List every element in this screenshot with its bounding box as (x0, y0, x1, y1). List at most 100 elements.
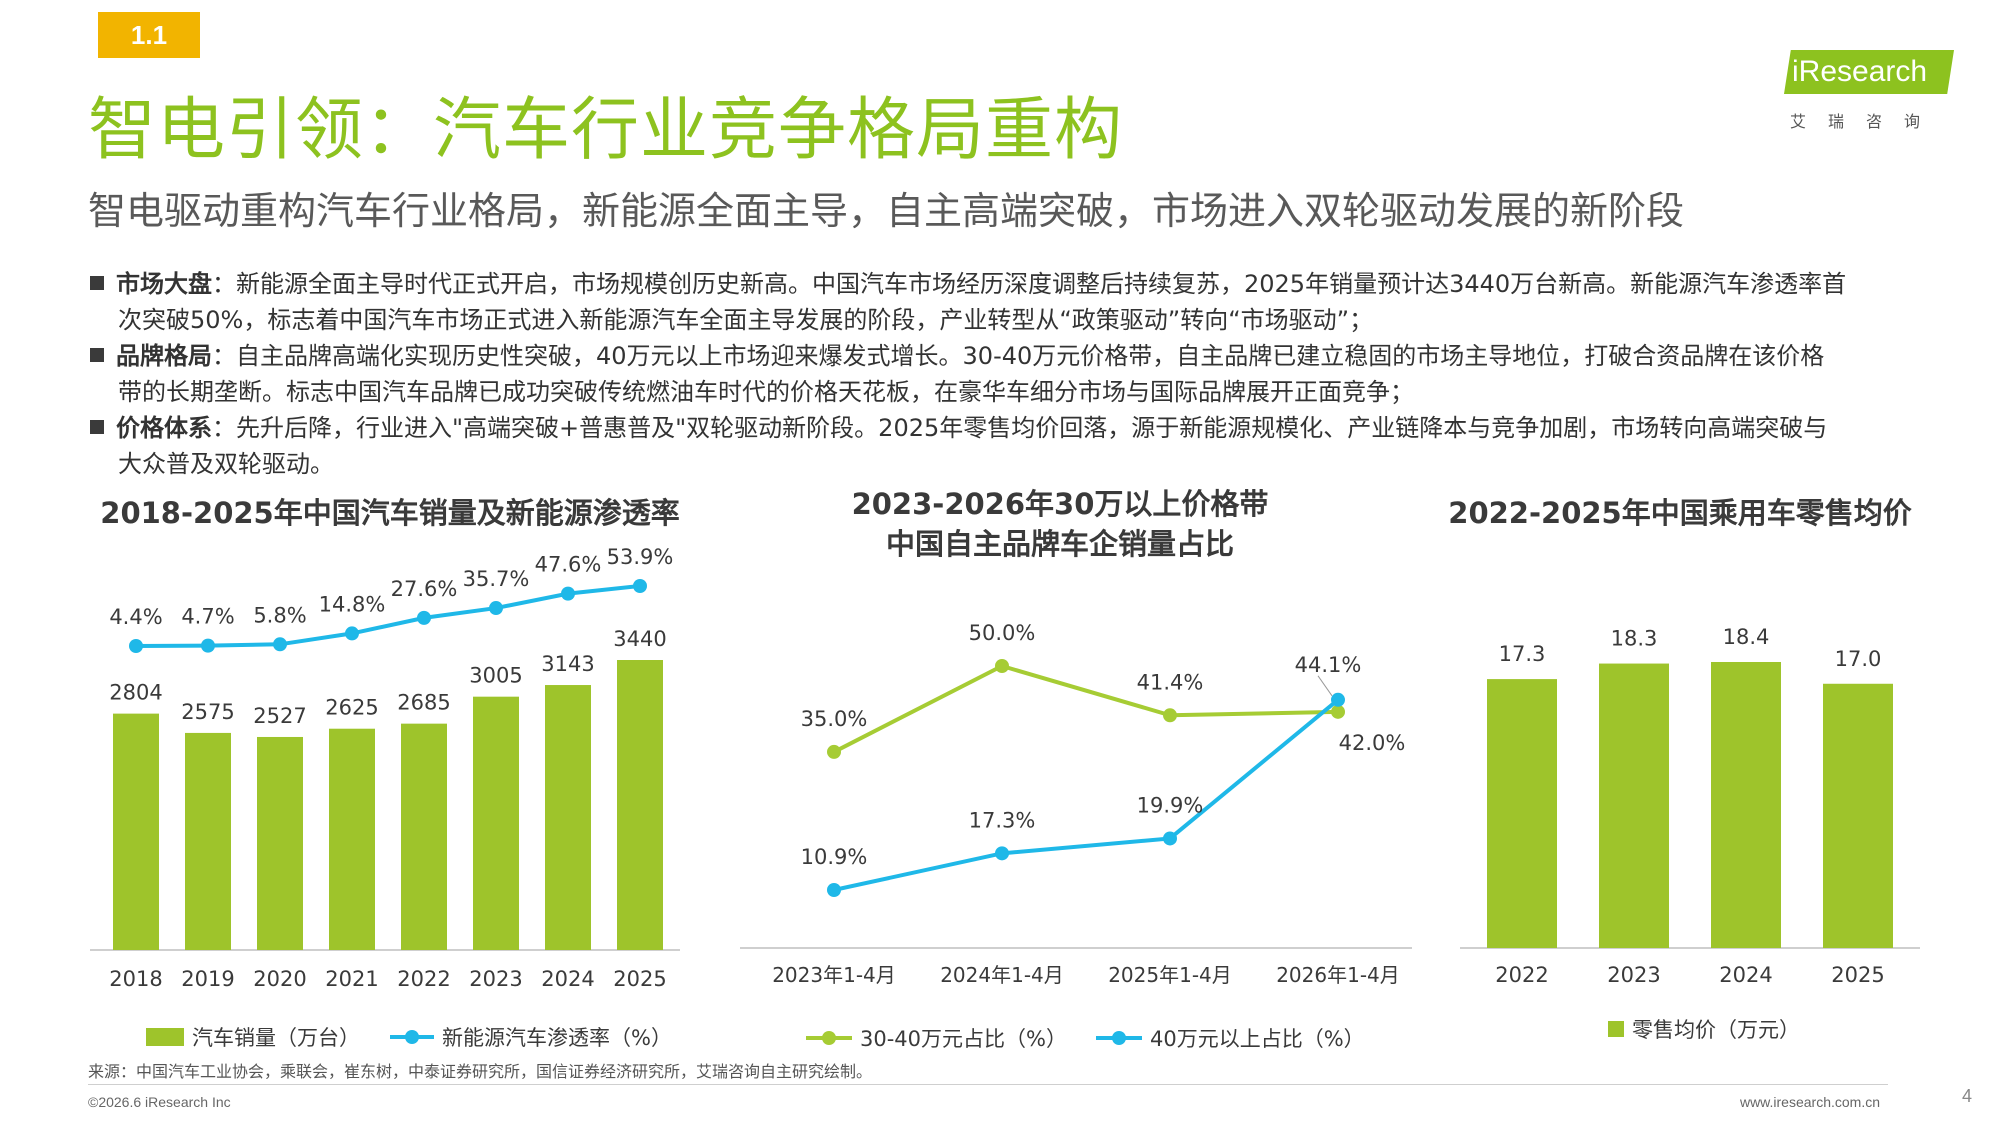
footer-divider (88, 1084, 1888, 1085)
chart1-bar (329, 728, 375, 950)
chart3-title: 2022-2025年中国乘用车零售均价 (1448, 496, 1912, 530)
chart1-line-point (129, 639, 143, 653)
chart2-series-point (827, 883, 841, 897)
chart2-x-tick: 2024年1-4月 (940, 963, 1064, 987)
chart2-label-leader (1317, 675, 1333, 697)
chart2-x-tick: 2025年1-4月 (1108, 963, 1232, 987)
page-number: 4 (1961, 1086, 1972, 1106)
chart1-line-point (633, 579, 647, 593)
chart1-x-tick: 2024 (541, 967, 594, 991)
chart1-bar-label: 2625 (325, 696, 378, 720)
chart1-bar-label: 2685 (397, 691, 450, 715)
chart1-line-label: 5.8% (253, 603, 306, 627)
chart1-line-label: 27.6% (391, 577, 458, 601)
bullet-price: 价格体系：先升后降，行业进入"高端突破+普惠普及"双轮驱动新阶段。2025年零售… (90, 410, 1950, 482)
chart1-bar-label: 2804 (109, 681, 162, 705)
bullet-market: 市场大盘：新能源全面主导时代正式开启，市场规模创历史新高。中国汽车市场经历深度调… (90, 266, 1950, 338)
chart1-bar (185, 732, 231, 950)
chart2-point-label: 44.1% (1295, 653, 1362, 677)
bullet-brand: 品牌格局：自主品牌高端化实现历史性突破，40万元以上市场迎来爆发式增长。30-4… (90, 338, 1950, 410)
chart1-line-point (201, 638, 215, 653)
chart3-bar-label: 17.3 (1499, 642, 1546, 666)
bullet-label: 市场大盘 (116, 270, 212, 298)
chart3-bar-label: 18.4 (1723, 625, 1770, 649)
square-bullet-icon (90, 420, 104, 434)
chart1-line-point (345, 626, 359, 641)
chart1-bar-label: 3440 (613, 627, 666, 651)
chart2-title-line2: 中国自主品牌车企销量占比 (885, 527, 1234, 561)
chart2-legend-label-1: 30-40万元占比（%） (860, 1027, 1067, 1051)
chart1-bar (257, 736, 303, 950)
chart1-bar (473, 696, 519, 950)
chart2-series-point (827, 744, 841, 759)
chart1-penetration-line (135, 584, 641, 648)
chart1-x-tick: 2025 (613, 967, 666, 991)
bullet-text-continued: 带的长期垄断。标志中国汽车品牌已成功突破传统燃油车时代的价格天花板，在豪华车细分… (118, 378, 1414, 406)
chart2-point-label: 35.0% (801, 707, 868, 731)
chart2-point-label: 42.0% (1339, 731, 1406, 755)
chart1-x-tick: 2023 (469, 967, 522, 991)
chart3-legend-label: 零售均价（万元） (1632, 1018, 1800, 1042)
chart3-bar (1711, 662, 1781, 948)
chart1-bar-label: 3005 (469, 664, 522, 688)
chart3-bar (1487, 679, 1557, 948)
chart1-bar (113, 713, 159, 950)
section-badge: 1.1 (98, 12, 200, 58)
chart2-title-line1: 2023-2026年30万以上价格带 (851, 487, 1269, 521)
page-subtitle: 智电驱动重构汽车行业格局，新能源全面主导，自主高端突破，市场进入双轮驱动发展的新… (88, 189, 1685, 233)
chart2-series-point (995, 659, 1009, 673)
source-note: 来源：中国汽车工业协会，乘联会，崔东树，中泰证券研究所，国信证券经济研究所，艾瑞… (88, 1062, 873, 1081)
chart3-x-tick: 2024 (1719, 963, 1772, 987)
chart1-line-point (273, 637, 287, 652)
chart1-sales-penetration: 2804 2018 2575 2019 2527 2020 2625 2021 2685 2022… (90, 545, 680, 1050)
chart1-bar (401, 723, 447, 950)
chart2-title: 2023-2026年30万以上价格带 中国自主品牌车企销量占比 (780, 484, 1340, 564)
chart1-title: 2018-2025年中国汽车销量及新能源渗透率 (100, 496, 680, 530)
bullet-text: ：先升后降，行业进入"高端突破+普惠普及"双轮驱动新阶段。2025年零售均价回落… (212, 414, 1828, 442)
chart1-x-tick: 2019 (181, 967, 234, 991)
chart1-legend-line-label: 新能源汽车渗透率（%） (442, 1026, 672, 1050)
website-link[interactable]: www.iresearch.com.cn (1739, 1094, 1880, 1110)
chart1-bar-label: 2527 (253, 704, 306, 728)
square-bullet-icon (90, 276, 104, 290)
chart1-bar-label: 3143 (541, 652, 594, 676)
iresearch-logo: iResearch 艾瑞咨询 (1784, 50, 1964, 136)
chart3-legend-swatch (1608, 1021, 1624, 1037)
bullet-label: 品牌格局 (116, 342, 212, 370)
chart2-series-point (1331, 692, 1345, 707)
chart3-bar (1599, 663, 1669, 948)
chart3-bar (1823, 683, 1893, 948)
chart2-series-point (1163, 708, 1177, 723)
chart2-series-point (995, 846, 1009, 861)
bullet-label: 价格体系 (116, 414, 212, 442)
chart2-series-point (1331, 704, 1345, 719)
bullet-text: ：新能源全面主导时代正式开启，市场规模创历史新高。中国汽车市场经历深度调整后持续… (212, 270, 1847, 298)
chart1-line-point (489, 601, 503, 616)
chart1-line-label: 4.4% (109, 605, 162, 629)
chart2-series-point (1163, 831, 1177, 846)
chart1-bar (617, 660, 663, 950)
chart2-legend-label-2: 40万元以上占比（%） (1150, 1027, 1365, 1051)
chart1-legend-bar-swatch (146, 1028, 184, 1046)
chart1-x-tick: 2022 (397, 967, 450, 991)
chart3-bar-label: 18.3 (1611, 627, 1658, 651)
chart1-line-label: 4.7% (181, 605, 234, 629)
chart2-series-line (833, 663, 1339, 754)
chart1-bar-label: 2575 (181, 700, 234, 724)
logo-wordmark: iResearch (1784, 50, 1954, 94)
chart2-point-label: 10.9% (801, 845, 868, 869)
page-title: 智电引领：汽车行业竞争格局重构 (88, 91, 1124, 170)
chart1-line-point (417, 610, 431, 625)
chart2-point-label: 50.0% (969, 621, 1036, 645)
chart1-x-tick: 2021 (325, 967, 378, 991)
bullet-text: ：自主品牌高端化实现历史性突破，40万元以上市场迎来爆发式增长。30-40万元价… (212, 342, 1825, 370)
copyright: ©2026.6 iResearch Inc (88, 1094, 231, 1110)
chart2-legend-marker-2 (1112, 1031, 1126, 1045)
bullet-text-continued: 次突破50%，标志着中国汽车市场正式进入新能源汽车全面主导发展的阶段，产业转型从… (118, 306, 1374, 334)
chart2-x-tick: 2023年1-4月 (772, 963, 896, 987)
chart1-legend-bar-label: 汽车销量（万台） (192, 1026, 360, 1050)
chart1-line-label: 35.7% (463, 567, 530, 591)
chart2-legend-marker-1 (822, 1031, 836, 1045)
chart1-legend-line-marker (405, 1030, 419, 1044)
chart3-x-tick: 2023 (1607, 963, 1660, 987)
